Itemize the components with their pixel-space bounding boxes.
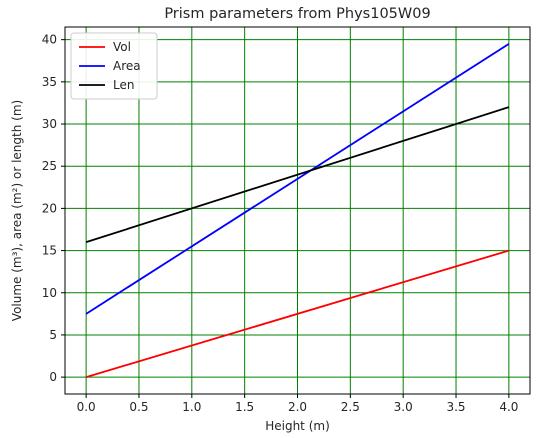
y-tick-label: 40 <box>42 33 57 47</box>
series-line-len <box>85 106 510 243</box>
legend: Vol Area Len <box>70 32 158 100</box>
y-tick-label: 10 <box>42 286 57 300</box>
y-tick-label: 15 <box>42 244 57 258</box>
chart-title: Prism parameters from Phys105W09 <box>164 6 430 22</box>
x-tick-label: 0.0 <box>77 400 96 414</box>
x-tick-label: 2.0 <box>288 400 307 414</box>
y-tick-label: 5 <box>49 328 57 342</box>
legend-label: Vol <box>113 40 131 54</box>
y-axis-label: Volume (m³), area (m²) or length (m) <box>10 100 24 321</box>
series-line-vol <box>85 249 510 378</box>
series-lines <box>85 43 510 378</box>
x-axis-ticks: 0.0 0.5 1.0 1.5 2.0 2.5 3.0 3.5 4.0 <box>77 394 518 414</box>
legend-box <box>70 32 158 100</box>
x-tick-label: 0.5 <box>129 400 148 414</box>
legend-label: Area <box>113 59 141 73</box>
y-tick-label: 25 <box>42 159 57 173</box>
x-tick-label: 2.5 <box>341 400 360 414</box>
x-axis-label: Height (m) <box>265 419 330 433</box>
x-tick-label: 1.5 <box>235 400 254 414</box>
x-tick-label: 3.5 <box>446 400 465 414</box>
y-tick-label: 20 <box>42 201 57 215</box>
y-tick-label: 0 <box>49 370 57 384</box>
y-axis-ticks: 0 5 10 15 20 25 30 35 40 <box>42 33 65 384</box>
x-tick-label: 1.0 <box>182 400 201 414</box>
x-tick-label: 3.0 <box>394 400 413 414</box>
y-tick-label: 30 <box>42 117 57 131</box>
legend-label: Len <box>113 78 134 92</box>
x-tick-label: 4.0 <box>499 400 518 414</box>
series-line-area <box>85 43 510 315</box>
grid <box>65 27 530 394</box>
y-tick-label: 35 <box>42 75 57 89</box>
